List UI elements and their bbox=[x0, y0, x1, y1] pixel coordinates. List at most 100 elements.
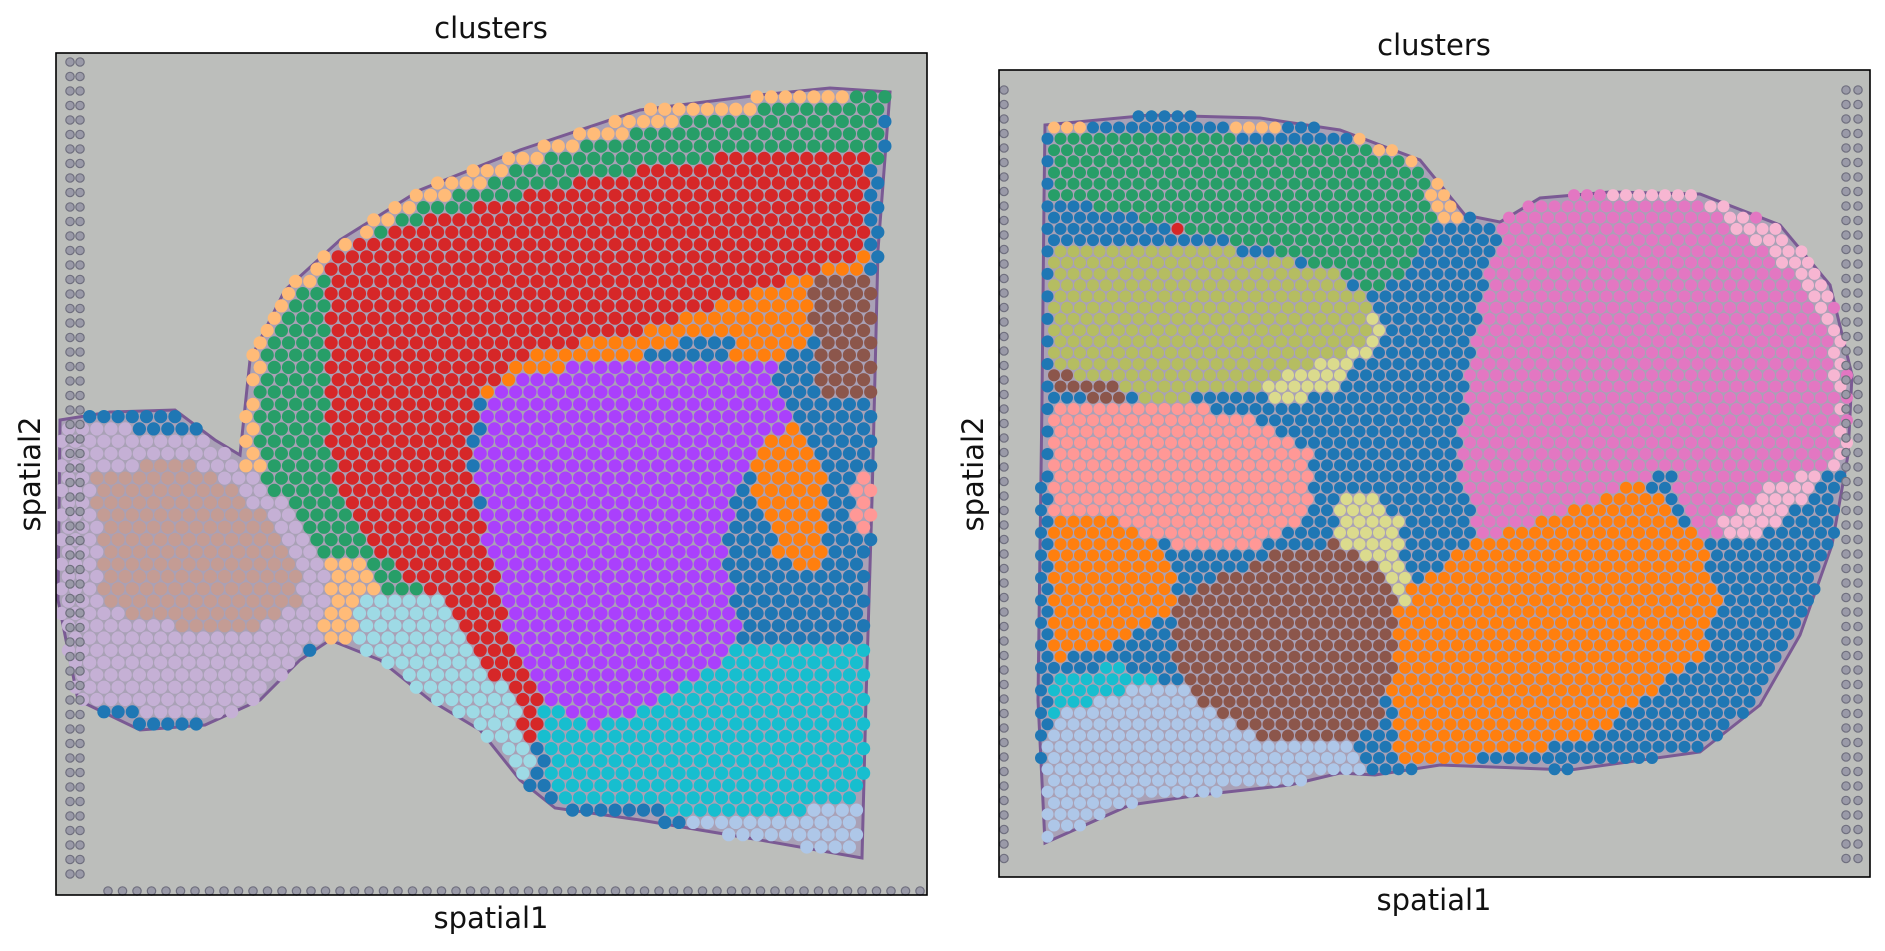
cluster-spot bbox=[317, 348, 331, 362]
cluster-spot bbox=[757, 569, 771, 584]
cluster-spot bbox=[338, 385, 352, 399]
cluster-spot bbox=[56, 459, 68, 473]
cluster-spot bbox=[1191, 301, 1203, 314]
cluster-spot bbox=[651, 459, 665, 473]
fiducial-dot bbox=[75, 158, 85, 169]
fiducial-dot bbox=[75, 347, 85, 357]
cluster-spot bbox=[1802, 459, 1814, 472]
cluster-spot bbox=[636, 508, 651, 522]
cluster-spot bbox=[331, 323, 345, 338]
cluster-spot bbox=[402, 520, 416, 534]
cluster-spot bbox=[693, 459, 707, 473]
cluster-spot bbox=[1334, 346, 1346, 359]
cluster-spot bbox=[601, 201, 615, 215]
cluster-spot bbox=[551, 754, 565, 768]
cluster-spot bbox=[573, 274, 587, 288]
cluster-spot bbox=[1191, 279, 1203, 292]
cluster-spot bbox=[246, 668, 260, 682]
cluster-spot bbox=[679, 631, 693, 645]
cluster-spot bbox=[1548, 560, 1561, 573]
cluster-spot bbox=[338, 237, 352, 252]
cluster-spot bbox=[1269, 549, 1281, 562]
cluster-spot bbox=[1815, 414, 1827, 427]
cluster-spot bbox=[1093, 515, 1106, 528]
cluster-spot bbox=[1750, 279, 1762, 292]
cluster-spot bbox=[1711, 211, 1723, 224]
cluster-spot bbox=[1217, 526, 1229, 539]
cluster-spot bbox=[729, 594, 743, 608]
cluster-spot bbox=[352, 385, 367, 399]
cluster-spot bbox=[509, 287, 523, 301]
cluster-spot bbox=[246, 594, 260, 608]
cluster-spot bbox=[1691, 335, 1704, 348]
fiducial-dot bbox=[75, 637, 85, 647]
cluster-spot bbox=[1782, 470, 1795, 483]
cluster-spot bbox=[615, 569, 629, 584]
cluster-spot bbox=[1282, 504, 1294, 517]
cluster-spot bbox=[352, 360, 367, 374]
cluster-spot bbox=[452, 237, 466, 252]
cluster-spot bbox=[374, 250, 388, 264]
cluster-spot bbox=[1412, 481, 1424, 494]
cluster-spot bbox=[1223, 267, 1236, 280]
cluster-spot bbox=[1672, 256, 1684, 269]
cluster-spot bbox=[281, 434, 296, 448]
fiducial-dot bbox=[610, 886, 621, 896]
cluster-spot bbox=[1295, 481, 1307, 494]
cluster-spot bbox=[1204, 346, 1216, 359]
cluster-spot bbox=[317, 446, 331, 461]
cluster-spot bbox=[1639, 335, 1652, 348]
cluster-spot bbox=[1087, 504, 1099, 517]
cluster-spot bbox=[246, 692, 260, 707]
cluster-spot bbox=[182, 680, 196, 694]
cluster-spot bbox=[1399, 526, 1411, 539]
cluster-spot bbox=[608, 287, 622, 301]
cluster-spot bbox=[1106, 493, 1119, 506]
cluster-spot bbox=[786, 201, 800, 215]
cluster-spot bbox=[615, 643, 629, 657]
cluster-spot bbox=[558, 668, 573, 682]
cluster-spot bbox=[551, 434, 565, 448]
cluster-spot bbox=[778, 385, 793, 399]
cluster-spot bbox=[722, 828, 736, 842]
cluster-spot bbox=[1730, 403, 1743, 415]
cluster-spot bbox=[509, 533, 523, 547]
cluster-spot bbox=[494, 385, 509, 399]
cluster-spot bbox=[1652, 403, 1665, 415]
cluster-spot bbox=[1080, 560, 1093, 573]
cluster-spot bbox=[1756, 425, 1769, 438]
cluster-spot bbox=[1828, 481, 1840, 494]
cluster-spot bbox=[1509, 538, 1522, 551]
cluster-spot bbox=[1503, 234, 1515, 247]
cluster-spot bbox=[658, 717, 672, 731]
cluster-spot bbox=[494, 410, 509, 424]
cluster-spot bbox=[1425, 256, 1437, 269]
cluster-spot bbox=[587, 299, 601, 313]
cluster-spot bbox=[516, 274, 530, 288]
cluster-spot bbox=[1652, 448, 1665, 460]
cluster-spot bbox=[1217, 436, 1229, 449]
cluster-spot bbox=[629, 397, 644, 411]
cluster-spot bbox=[1418, 290, 1431, 303]
cluster-spot bbox=[757, 520, 771, 534]
cluster-spot bbox=[1113, 256, 1125, 269]
cluster-spot bbox=[842, 151, 857, 165]
cluster-spot bbox=[1041, 380, 1054, 393]
cluster-spot bbox=[750, 606, 764, 621]
cluster-spot bbox=[494, 311, 509, 325]
cluster-spot bbox=[1373, 346, 1385, 359]
cluster-spot bbox=[253, 508, 267, 522]
cluster-spot bbox=[636, 336, 651, 350]
cluster-spot bbox=[1386, 301, 1398, 314]
cluster-spot bbox=[807, 336, 821, 350]
cluster-spot bbox=[1191, 571, 1203, 584]
cluster-spot bbox=[1600, 358, 1613, 370]
cluster-spot bbox=[509, 262, 523, 276]
cluster-spot bbox=[1360, 324, 1372, 337]
cluster-spot bbox=[267, 656, 281, 670]
cluster-spot bbox=[1262, 470, 1275, 483]
cluster-spot bbox=[1724, 324, 1736, 337]
cluster-spot bbox=[1438, 391, 1450, 404]
cluster-spot bbox=[665, 680, 679, 694]
cluster-spot bbox=[778, 336, 793, 350]
